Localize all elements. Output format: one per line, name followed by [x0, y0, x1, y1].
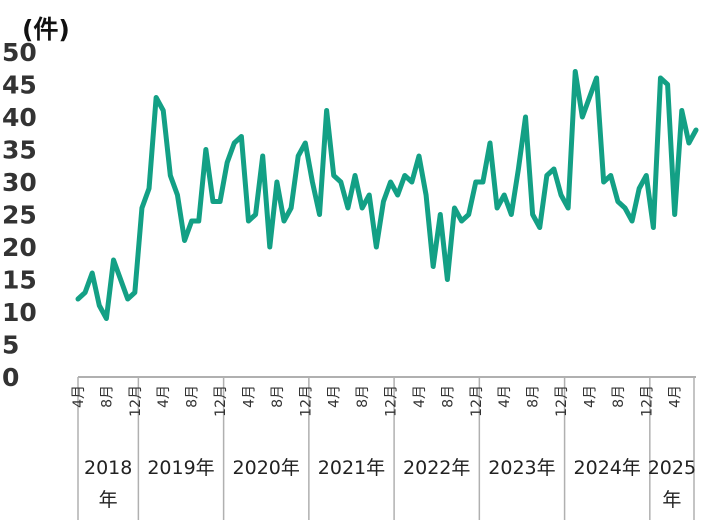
- x-tick-label: 8月: [185, 385, 201, 408]
- x-tick-label: 8月: [355, 385, 371, 408]
- y-tick-label: 35: [2, 136, 37, 165]
- x-tick-label: 12月: [213, 385, 229, 417]
- x-tick-label: 4月: [412, 385, 428, 408]
- x-tick-label: 12月: [384, 385, 400, 417]
- y-tick-label: 40: [2, 103, 37, 132]
- x-tick-label: 4月: [582, 385, 598, 408]
- y-tick-label: 15: [2, 266, 37, 295]
- year-group-label: 2022年: [403, 457, 470, 479]
- y-tick-label: 10: [2, 298, 37, 327]
- x-tick-label: 8月: [99, 385, 115, 408]
- x-tick-label: 12月: [469, 385, 485, 417]
- x-tick-label: 8月: [526, 385, 542, 408]
- y-tick-label: 30: [2, 168, 37, 197]
- y-axis-unit-label: (件): [22, 15, 70, 44]
- year-group-label: 2019年: [147, 457, 214, 479]
- x-tick-label: 4月: [241, 385, 257, 408]
- x-tick-label: 8月: [440, 385, 456, 408]
- x-axis-year-labels: 2018 年 2019年 2020年 2021年 2022年 2023年 2024年 2025 年: [84, 457, 696, 511]
- x-tick-label: 4月: [156, 385, 172, 408]
- x-tick-label: 8月: [611, 385, 627, 408]
- x-tick-label: 12月: [639, 385, 655, 417]
- x-tick-label: 4月: [497, 385, 513, 408]
- year-group-label: 2020年: [233, 457, 300, 479]
- year-group-label: 2025 年: [648, 457, 696, 511]
- x-axis-month-labels: 4月 8月 12月 4月 8月 12月 4月 8月 12月 4月 8月 12月 4月 8月 12月 4月 8月 1…: [71, 385, 684, 417]
- x-tick-label: 12月: [298, 385, 314, 417]
- year-group-label: 2024年: [574, 457, 641, 479]
- series-line-group: [75, 69, 699, 321]
- x-axis: [77, 376, 696, 520]
- y-tick-label: 20: [2, 233, 37, 262]
- y-tick-label: 25: [2, 201, 37, 230]
- y-tick-label: 45: [2, 71, 37, 100]
- y-tick-label: 0: [2, 363, 19, 392]
- y-tick-label: 50: [2, 38, 37, 67]
- x-tick-label: 4月: [327, 385, 343, 408]
- year-group-label: 2023年: [488, 457, 555, 479]
- y-tick-label: 5: [2, 331, 19, 360]
- year-group-label: 2021年: [318, 457, 385, 479]
- x-tick-label: 4月: [668, 385, 684, 408]
- series-line: [75, 69, 699, 321]
- y-axis-ticks: 0 5 10 15 20 25 30 35 40 45 50: [2, 38, 37, 392]
- year-group-label: 2018 年: [84, 457, 132, 511]
- x-tick-label: 4月: [71, 385, 87, 408]
- x-tick-label: 8月: [270, 385, 286, 408]
- x-tick-label: 12月: [128, 385, 144, 417]
- x-tick-label: 12月: [554, 385, 570, 417]
